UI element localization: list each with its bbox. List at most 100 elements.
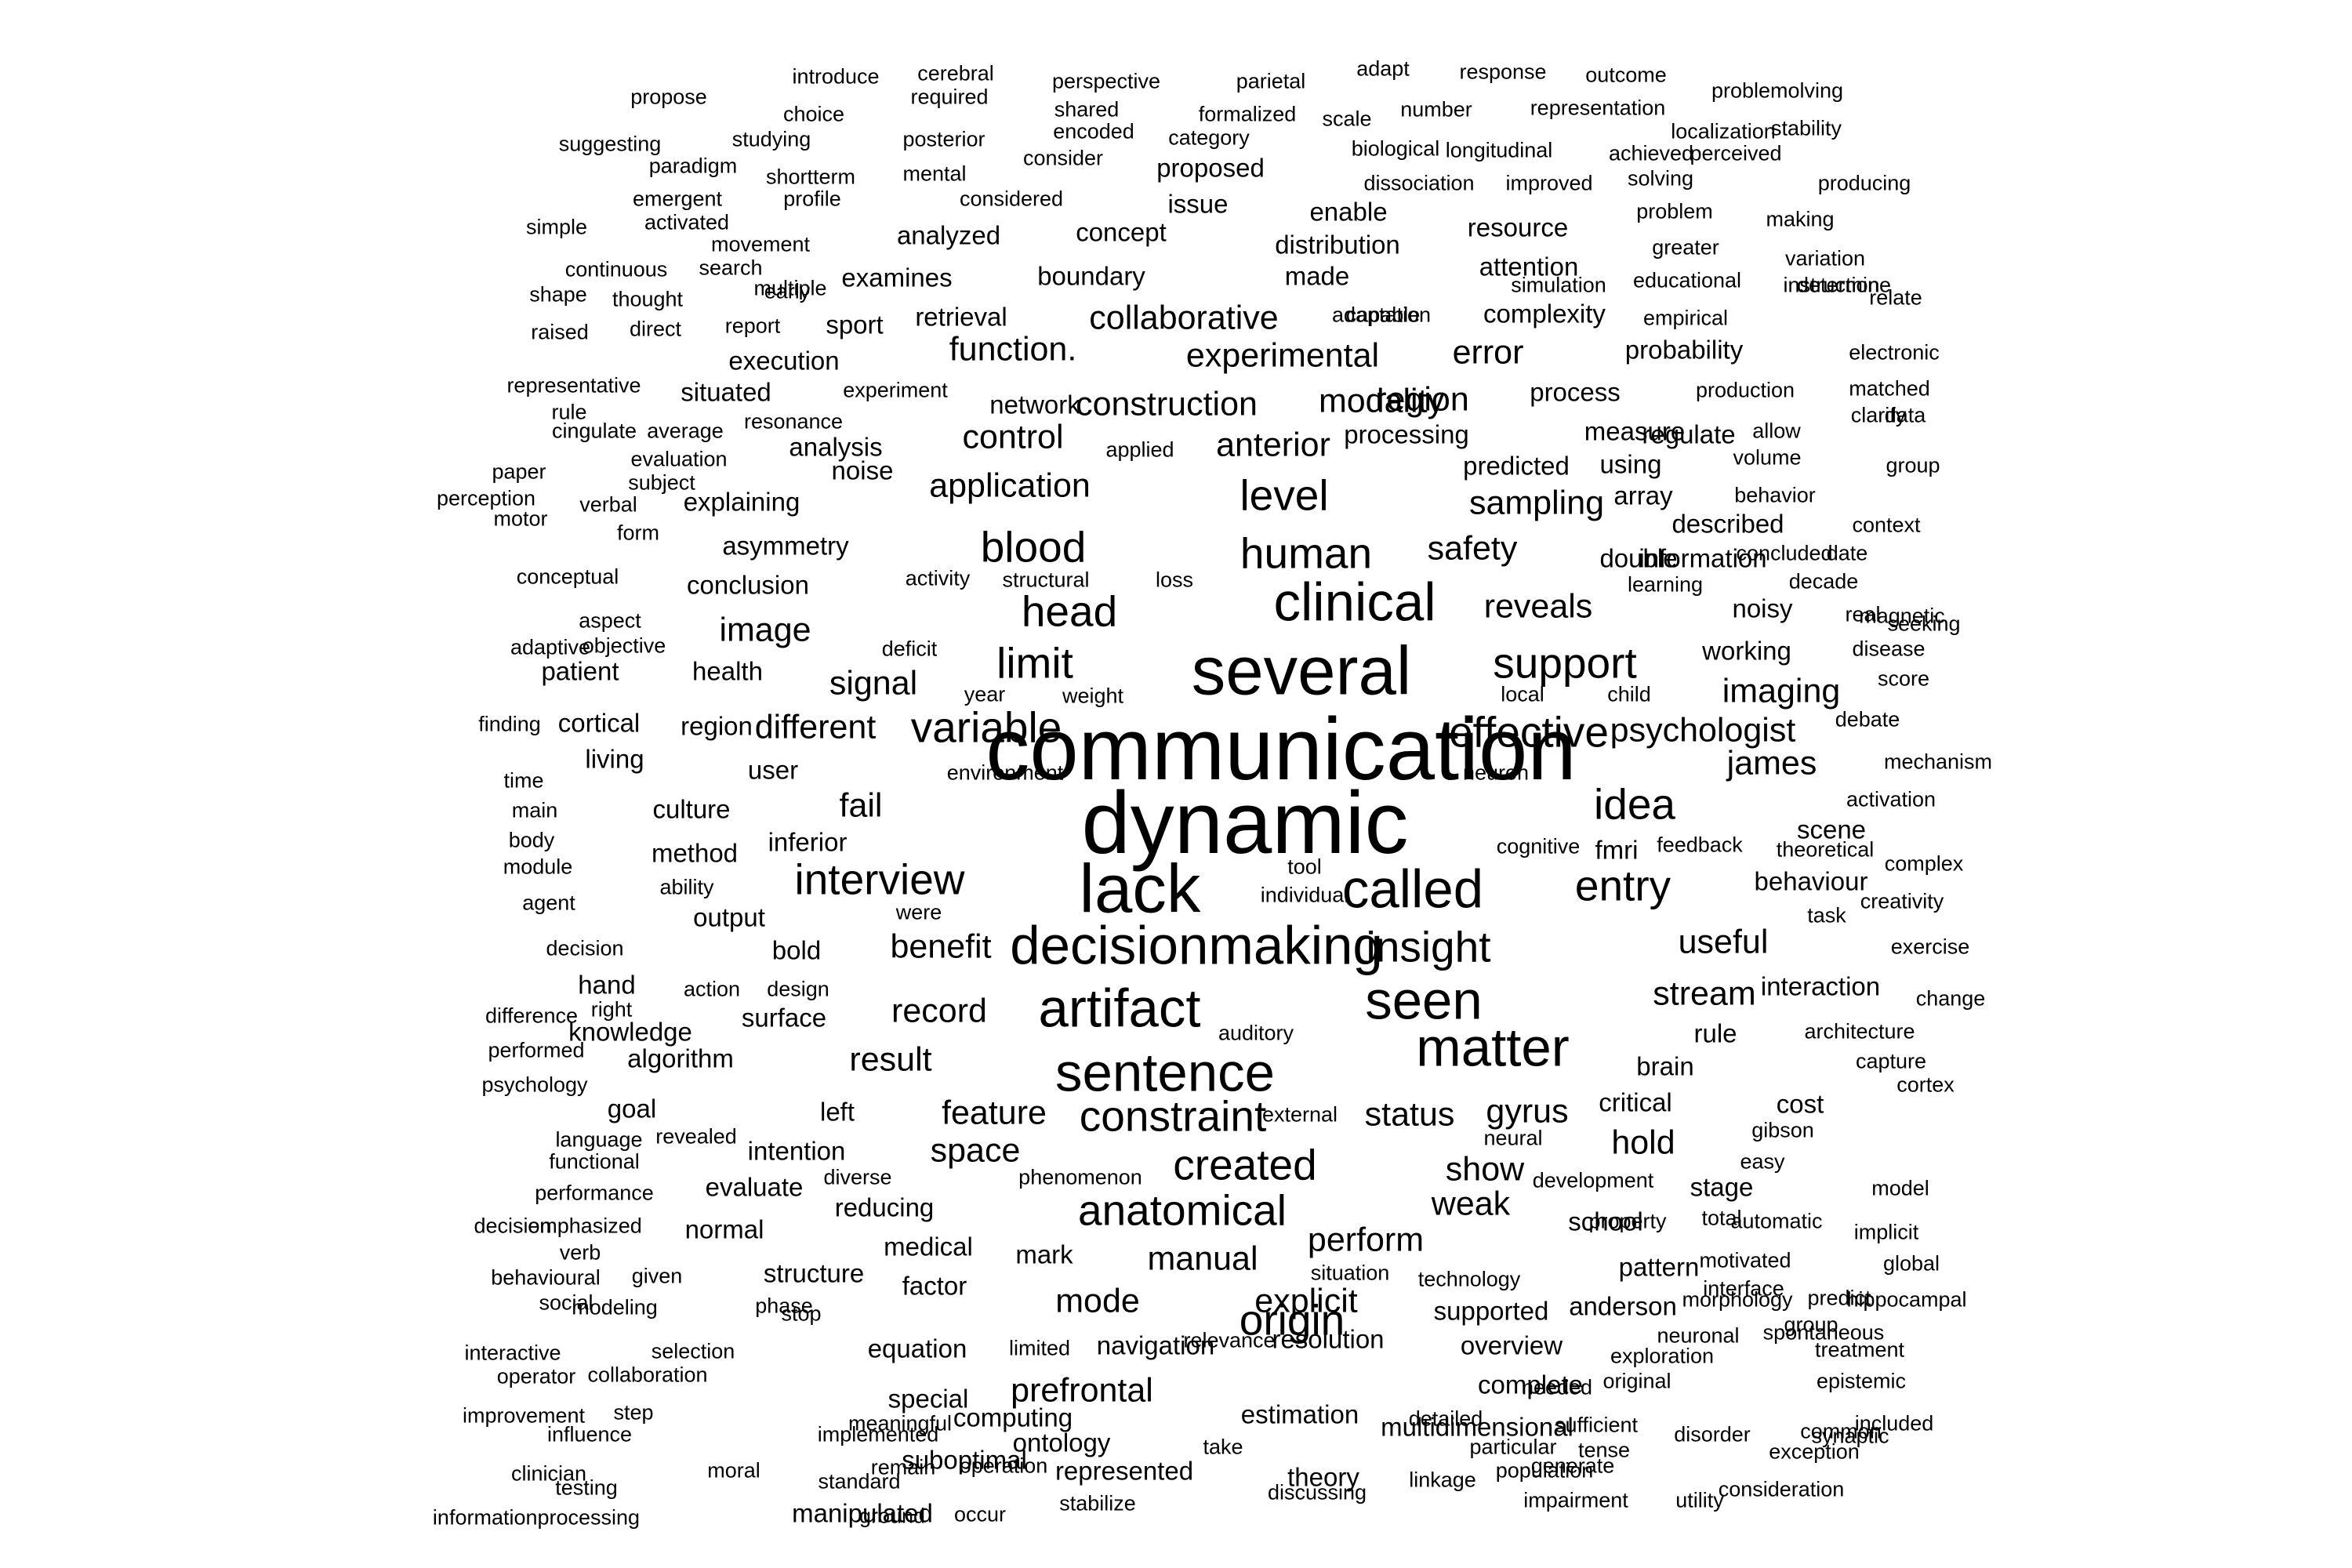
cloud-word: real [1845, 602, 1881, 626]
cloud-word: loss [1155, 568, 1194, 592]
cloud-word: category [1168, 125, 1250, 150]
cloud-word: multiple [753, 276, 827, 300]
cloud-word: described [1671, 509, 1784, 539]
cloud-word: interactive [464, 1341, 561, 1365]
cloud-word: simulation [1511, 273, 1606, 297]
cloud-word: interaction [1760, 971, 1881, 1001]
cloud-word: imaging [1722, 672, 1841, 710]
cloud-word: anatomical [1078, 1185, 1287, 1235]
cloud-word: benefit [890, 927, 992, 966]
cloud-word: different [754, 708, 877, 746]
cloud-word: tense [1577, 1438, 1631, 1462]
cloud-word: outcome [1585, 63, 1667, 87]
cloud-word: factor [902, 1271, 967, 1301]
cloud-word: cortex [1896, 1073, 1955, 1097]
cloud-word: cerebral [917, 61, 994, 85]
cloud-word: architecture [1804, 1019, 1915, 1044]
cloud-word: boundary [1037, 261, 1145, 291]
cloud-word: level [1240, 470, 1329, 520]
cloud-word: motor [493, 506, 548, 531]
cloud-word: language [555, 1127, 643, 1152]
cloud-word: equation [867, 1334, 967, 1363]
cloud-word: show [1445, 1150, 1525, 1189]
cloud-word: child [1607, 682, 1651, 706]
cloud-word: posterior [902, 127, 985, 151]
cloud-word: record [891, 992, 987, 1030]
cloud-word: motivated [1699, 1248, 1791, 1272]
cloud-word: situation [1310, 1261, 1390, 1285]
cloud-word: aspect [579, 608, 641, 633]
cloud-word: made [1284, 261, 1350, 291]
cloud-word: adaptive [510, 635, 591, 659]
cloud-word: phase [755, 1294, 813, 1318]
cloud-word: local [1501, 682, 1544, 706]
cloud-word: pattern [1618, 1252, 1700, 1282]
cloud-word: matched [1849, 376, 1930, 401]
cloud-word: relevance [1183, 1328, 1276, 1352]
cloud-word: left [819, 1097, 855, 1127]
cloud-word: search [699, 256, 763, 280]
cloud-word: structural [1002, 568, 1090, 592]
cloud-word: ontology [1012, 1428, 1111, 1457]
cloud-word: operator [496, 1364, 576, 1388]
cloud-word: communication [985, 700, 1577, 798]
cloud-word: data [1884, 403, 1926, 427]
cloud-word: formalized [1198, 102, 1297, 126]
cloud-word: continuous [564, 257, 668, 281]
cloud-word: modality [1318, 382, 1445, 420]
cloud-word: head [1021, 586, 1118, 636]
cloud-word: deficit [881, 637, 938, 661]
cloud-word: form [617, 521, 659, 545]
cloud-word: magnetic [1859, 604, 1945, 628]
cloud-word: fmri [1595, 835, 1639, 865]
cloud-word: producing [1817, 171, 1911, 195]
cloud-word: sampling [1468, 484, 1605, 522]
cloud-word: activation [1846, 787, 1936, 811]
cloud-word: weak [1431, 1185, 1511, 1223]
cloud-word: region [1375, 380, 1469, 419]
cloud-word: educational [1632, 268, 1742, 292]
cloud-word: included [1854, 1411, 1934, 1436]
cloud-word: constraint [1079, 1091, 1267, 1141]
cloud-word: generate [1530, 1454, 1615, 1478]
cloud-word: mark [1015, 1240, 1073, 1269]
cloud-word: complex [1884, 851, 1964, 876]
cloud-word: group [1886, 453, 1940, 477]
cloud-word: perform [1307, 1221, 1425, 1259]
cloud-word: external [1261, 1102, 1338, 1127]
cloud-word: dynamic [1081, 774, 1409, 872]
cloud-word: retrieval [915, 302, 1007, 332]
cloud-word: applied [1105, 437, 1174, 462]
cloud-word: surface [741, 1003, 827, 1033]
cloud-word: technology [1417, 1267, 1521, 1291]
cloud-word: relate [1869, 285, 1922, 310]
cloud-word: time [503, 768, 544, 793]
cloud-word: instruction [1783, 273, 1880, 297]
cloud-word: perception [436, 486, 536, 510]
cloud-word: total [1701, 1206, 1742, 1230]
cloud-word: electronic [1849, 340, 1940, 365]
cloud-word: supported [1433, 1296, 1549, 1326]
cloud-word: limit [996, 638, 1073, 688]
cloud-word: scale [1322, 107, 1372, 131]
cloud-word: suboptimal [902, 1445, 1027, 1475]
cloud-word: determine [1796, 273, 1892, 297]
cloud-word: performed [488, 1038, 585, 1062]
cloud-word: solving [1627, 166, 1694, 191]
cloud-word: implicit [1853, 1220, 1919, 1244]
cloud-word: automatic [1730, 1209, 1823, 1233]
cloud-word: analysis [789, 432, 883, 462]
cloud-word: control [962, 418, 1064, 456]
cloud-word: were [895, 900, 942, 924]
cloud-word: manipulated [792, 1498, 933, 1528]
cloud-word: insight [1366, 922, 1491, 971]
cloud-word: feedback [1657, 833, 1743, 857]
cloud-word: cortical [557, 708, 641, 738]
cloud-word: neural [1483, 1126, 1543, 1150]
cloud-word: capture [1855, 1049, 1927, 1073]
cloud-word: paradigm [648, 154, 738, 178]
cloud-word: easy [1740, 1149, 1785, 1174]
cloud-word: making [1766, 207, 1835, 231]
cloud-word: collaborative [1089, 299, 1279, 337]
